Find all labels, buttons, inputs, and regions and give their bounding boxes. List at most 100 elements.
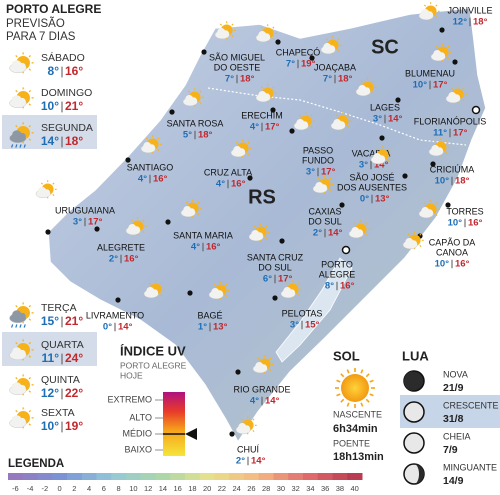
sun-set: 18h13min [333, 451, 384, 463]
max-temp: 13° [375, 194, 390, 205]
legend-swatch [347, 473, 363, 480]
cloud-icon [263, 93, 270, 100]
sun-ray [387, 160, 390, 163]
sun-ray [40, 182, 43, 185]
cloud-icon [426, 209, 433, 216]
legend-swatch [67, 473, 83, 480]
legend-swatch [185, 473, 201, 480]
sun-ray [372, 92, 375, 95]
cloud-icon [18, 132, 26, 141]
min-temp: 2° [109, 254, 118, 265]
cloud-icon [410, 240, 417, 247]
min-temp: 4° [138, 174, 147, 185]
city-dot [289, 128, 295, 134]
city-name: FUNDO [302, 155, 334, 165]
sun-ray [365, 234, 368, 237]
city-dot [402, 173, 408, 179]
min-temp: 0° [360, 194, 369, 205]
city-dot [439, 27, 445, 33]
sun-ray [329, 189, 332, 192]
max-temp: 15° [305, 320, 320, 331]
sun-ray [372, 80, 375, 83]
sun-ray [15, 124, 18, 128]
sun-ray [369, 379, 374, 383]
min-temp: 8° [48, 64, 60, 78]
legend-value: 26 [247, 484, 255, 493]
rain-drop [11, 324, 14, 328]
sun-ray [157, 137, 160, 140]
sun-ray [445, 140, 448, 143]
min-temp: 1° [198, 322, 207, 333]
sun-ray [447, 57, 450, 60]
min-temp: 3° [359, 160, 368, 171]
sun-ray [28, 54, 32, 58]
cloud-icon [288, 289, 295, 296]
min-temp: 7° [225, 74, 234, 85]
legend-swatch [214, 473, 230, 480]
max-temp: 22° [65, 386, 83, 400]
legend-swatch [244, 473, 260, 480]
city-dot [229, 431, 235, 437]
legend-swatch [170, 473, 186, 480]
city-name: ALEGRETE [97, 242, 145, 252]
sun-ray [325, 38, 328, 41]
sun-ray [387, 148, 390, 151]
sun-ray [15, 304, 18, 308]
cloud-icon [18, 97, 26, 106]
sun-ray [365, 373, 370, 378]
forecast-day: SEXTA [41, 407, 75, 419]
min-temp: 12° [41, 386, 59, 400]
sun-ray [28, 304, 32, 308]
sun-ray [28, 409, 32, 413]
legend-swatch [96, 473, 112, 480]
max-temp: 16° [124, 254, 139, 265]
cloud-icon [151, 289, 158, 296]
sun-ray [15, 89, 18, 93]
sun-ray [310, 114, 313, 117]
cloud-icon [263, 33, 270, 40]
max-temp: 17° [321, 167, 336, 178]
sun-ray [185, 201, 188, 204]
city-dot [272, 295, 278, 301]
city-name: SÃO JOSÉ [349, 172, 394, 182]
min-temp: 10° [448, 218, 463, 229]
sun-ray [15, 54, 18, 58]
legend-value: 2 [72, 484, 76, 493]
sun-ray [435, 16, 438, 19]
sun-ray [247, 153, 250, 156]
legend-value: -4 [27, 484, 34, 493]
sun-ray [360, 80, 363, 83]
city-name: LIVRAMENTO [86, 310, 144, 320]
max-temp: 16° [206, 242, 221, 253]
rain-drop [11, 144, 14, 148]
max-temp: 16° [468, 218, 483, 229]
city-name: SÃO MIGUEL [209, 52, 265, 62]
max-temp: 17° [433, 80, 448, 91]
sun-ray [269, 369, 272, 372]
legend-value: 6 [102, 484, 106, 493]
sun-ray [435, 214, 438, 217]
min-temp: 14° [41, 134, 59, 148]
uv-scale [163, 392, 185, 456]
min-temp: 10° [413, 80, 428, 91]
legend-swatch [258, 473, 274, 480]
legend-value: 30 [277, 484, 285, 493]
legend-swatch [155, 473, 171, 480]
max-temp: 14° [265, 396, 280, 407]
legend-value: -6 [12, 484, 19, 493]
cloud-icon [453, 94, 460, 101]
sun-ray [28, 376, 32, 380]
city-dot [247, 175, 253, 181]
sun-ray [433, 140, 436, 143]
cloud-icon [238, 148, 245, 155]
legend-value: 36 [321, 484, 329, 493]
sun-ray [346, 369, 350, 374]
city-dot [165, 219, 171, 225]
moon-shade [404, 371, 414, 391]
sun-ray [450, 87, 453, 90]
cloud-icon [133, 226, 140, 233]
sun-ray [269, 357, 272, 360]
legend-swatch [111, 473, 127, 480]
cloud-icon [18, 384, 26, 393]
